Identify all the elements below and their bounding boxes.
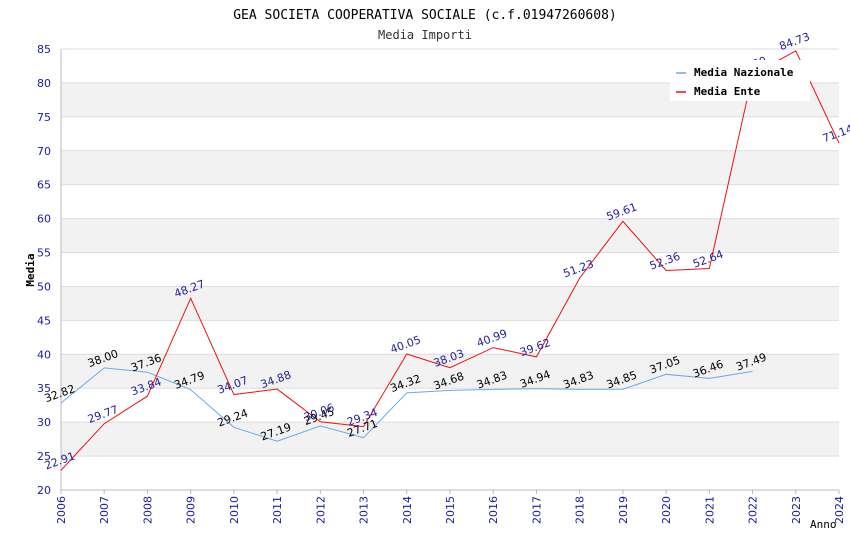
x-tick-label: 2014 bbox=[401, 496, 414, 524]
grid-band bbox=[61, 252, 839, 287]
y-tick-label: 50 bbox=[37, 280, 51, 293]
grid-band bbox=[61, 422, 839, 457]
x-tick-label: 2013 bbox=[358, 496, 371, 524]
series-lines bbox=[60, 50, 840, 471]
x-tick-label: 2019 bbox=[617, 496, 630, 524]
x-tick-label: 2024 bbox=[833, 496, 846, 524]
y-tick-label: 55 bbox=[37, 247, 51, 260]
x-tick-label: 2022 bbox=[747, 496, 760, 524]
x-tick-label: 2006 bbox=[55, 496, 68, 524]
y-tick-label: 45 bbox=[37, 314, 51, 327]
plot-background bbox=[60, 48, 839, 491]
grid-band bbox=[61, 388, 839, 423]
x-tick-label: 2009 bbox=[185, 496, 198, 524]
grid-band bbox=[61, 456, 839, 490]
y-tick-label: 25 bbox=[37, 450, 51, 463]
chart-title: GEA SOCIETA COOPERATIVA SOCIALE (c.f.019… bbox=[233, 8, 617, 23]
y-tick-label: 80 bbox=[37, 77, 51, 90]
x-tick-label: 2016 bbox=[487, 496, 500, 524]
y-tick-label: 60 bbox=[37, 213, 51, 226]
x-tick-label: 2015 bbox=[444, 496, 457, 524]
grid-band bbox=[61, 218, 839, 253]
legend: Media Nazionale Media Ente bbox=[670, 60, 810, 101]
x-tick-label: 2021 bbox=[703, 496, 716, 524]
y-tick-label: 35 bbox=[37, 382, 51, 395]
y-tick-label: 70 bbox=[37, 145, 51, 158]
y-tick-label: 65 bbox=[37, 179, 51, 192]
grid-band bbox=[61, 150, 839, 185]
x-axis-label: Anno bbox=[810, 518, 837, 531]
grid-band bbox=[61, 184, 839, 219]
x-tick-label: 2023 bbox=[790, 496, 803, 524]
series-line-media-nazionale bbox=[60, 367, 753, 442]
y-tick-label: 75 bbox=[37, 111, 51, 124]
y-tick-label: 40 bbox=[37, 348, 51, 361]
y-axis-label: Media bbox=[24, 253, 37, 286]
x-tick-label: 2020 bbox=[660, 496, 673, 524]
y-axis: 20 25 30 35 40 45 50 55 60 65 70 75 80 85 bbox=[37, 43, 51, 497]
x-tick-label: 2008 bbox=[141, 496, 154, 524]
x-tick-label: 2007 bbox=[98, 496, 111, 524]
x-tick-label: 2017 bbox=[530, 496, 543, 524]
legend-box bbox=[670, 60, 810, 101]
legend-label: Media Nazionale bbox=[694, 66, 794, 79]
grid-band bbox=[61, 286, 839, 321]
series-line-media-ente bbox=[60, 50, 840, 471]
grid-band bbox=[61, 320, 839, 355]
x-tick-label: 2018 bbox=[574, 496, 587, 524]
x-tick-label: 2010 bbox=[228, 496, 241, 524]
legend-label: Media Ente bbox=[694, 85, 761, 98]
grid-band bbox=[61, 354, 839, 389]
y-tick-label: 30 bbox=[37, 416, 51, 429]
x-tick-label: 2011 bbox=[271, 496, 284, 524]
x-axis: 2006 2007 2008 2009 2010 2011 2012 2013 2014 2015… bbox=[55, 490, 846, 524]
x-tick-label: 2012 bbox=[314, 496, 327, 524]
chart-subtitle: Media Importi bbox=[378, 28, 472, 42]
y-tick-label: 20 bbox=[37, 484, 51, 497]
y-tick-label: 85 bbox=[37, 43, 51, 56]
grid-band bbox=[61, 116, 839, 151]
